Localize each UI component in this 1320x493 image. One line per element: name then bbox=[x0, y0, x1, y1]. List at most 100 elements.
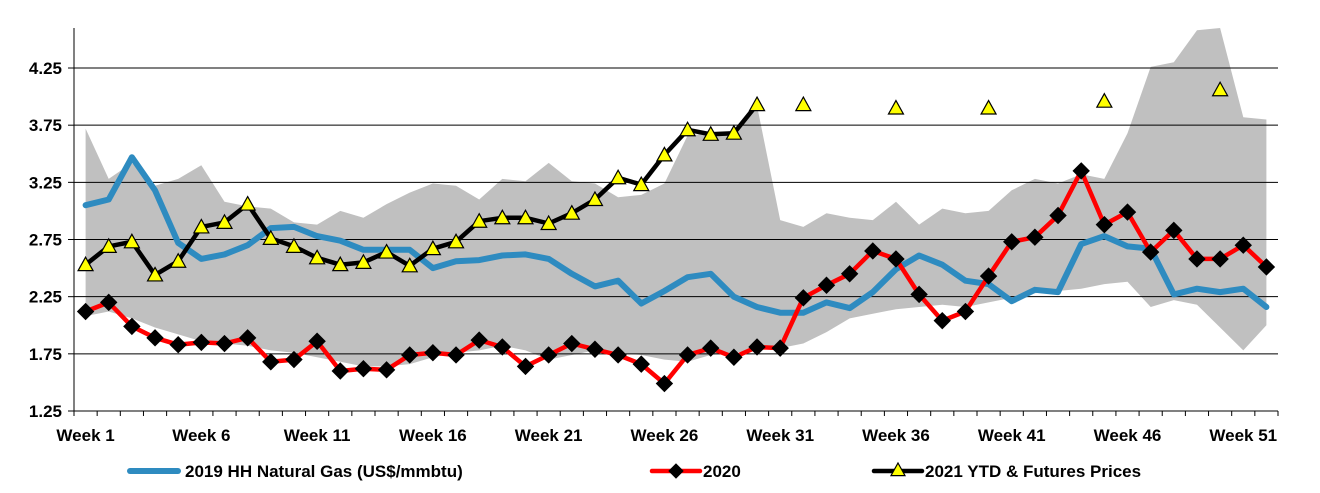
data-point bbox=[956, 302, 975, 321]
data-point bbox=[748, 338, 766, 356]
data-point bbox=[887, 250, 905, 268]
data-point bbox=[285, 237, 303, 253]
data-point bbox=[586, 190, 604, 207]
data-point bbox=[609, 169, 627, 185]
y-tick-label: 2.75 bbox=[29, 231, 62, 250]
data-point bbox=[794, 289, 813, 307]
legend-label: 2019 HH Natural Gas (US$/mmbtu) bbox=[185, 462, 463, 481]
data-point bbox=[980, 99, 998, 115]
y-tick-label: 1.75 bbox=[29, 345, 62, 364]
data-point bbox=[308, 332, 326, 350]
data-point bbox=[123, 317, 141, 336]
data-point bbox=[516, 209, 535, 225]
data-point bbox=[702, 125, 720, 141]
data-point bbox=[424, 239, 442, 256]
data-point bbox=[655, 374, 674, 393]
data-point bbox=[1118, 203, 1137, 221]
data-point bbox=[1049, 206, 1067, 225]
x-tick-label: Week 26 bbox=[631, 426, 699, 445]
data-point bbox=[1211, 81, 1229, 97]
data-point bbox=[516, 357, 535, 376]
data-point bbox=[702, 339, 720, 357]
data-point bbox=[77, 255, 95, 272]
data-point bbox=[1141, 243, 1160, 261]
series-3 bbox=[77, 81, 1229, 282]
data-point bbox=[725, 124, 743, 140]
x-tick-label: Week 6 bbox=[172, 426, 230, 445]
data-point bbox=[401, 346, 419, 364]
data-point bbox=[632, 355, 650, 373]
data-point bbox=[262, 353, 280, 371]
series-layer bbox=[76, 81, 1276, 393]
range-band-layer bbox=[85, 28, 1267, 367]
x-tick-label: Week 11 bbox=[284, 426, 351, 445]
data-point bbox=[308, 249, 326, 265]
data-point bbox=[215, 334, 234, 353]
x-tick-label: Week 46 bbox=[1094, 426, 1162, 445]
data-point bbox=[378, 243, 396, 259]
data-point bbox=[493, 209, 511, 225]
data-point bbox=[146, 329, 164, 347]
data-point bbox=[586, 340, 604, 358]
data-point bbox=[655, 146, 673, 162]
data-point bbox=[771, 339, 789, 357]
data-point bbox=[725, 348, 743, 366]
data-point bbox=[285, 350, 303, 369]
data-point bbox=[354, 359, 373, 378]
data-point bbox=[401, 257, 419, 273]
data-point bbox=[239, 195, 257, 211]
data-point bbox=[470, 331, 488, 349]
data-point bbox=[632, 175, 650, 192]
data-point bbox=[1095, 215, 1114, 234]
data-point bbox=[933, 311, 951, 330]
legend-label: 2020 bbox=[703, 462, 741, 481]
data-point bbox=[1234, 236, 1252, 254]
series-1 bbox=[82, 154, 1270, 316]
legend-entry-3: 2021 YTD & Futures Prices bbox=[871, 461, 1141, 481]
legend-marker bbox=[889, 461, 907, 477]
data-point bbox=[539, 346, 558, 364]
legend: 2019 HH Natural Gas (US$/mmbtu) 2020 2021 … bbox=[127, 461, 1141, 481]
legend-entry-1: 2019 HH Natural Gas (US$/mmbtu) bbox=[127, 462, 463, 481]
data-point bbox=[354, 253, 372, 269]
data-point bbox=[817, 276, 836, 294]
x-tick-label: Week 21 bbox=[515, 426, 583, 445]
data-point bbox=[864, 242, 882, 260]
data-point bbox=[169, 252, 187, 268]
data-point bbox=[1026, 228, 1044, 246]
data-point bbox=[76, 302, 95, 321]
data-point bbox=[748, 95, 766, 112]
y-tick-label: 1.25 bbox=[29, 402, 62, 421]
x-tick-label: Week 1 bbox=[56, 426, 114, 445]
data-point bbox=[447, 233, 465, 249]
data-point bbox=[470, 212, 488, 228]
data-point bbox=[100, 293, 118, 312]
data-point bbox=[1257, 258, 1276, 276]
series-2 bbox=[76, 162, 1276, 393]
data-point bbox=[678, 346, 697, 364]
data-point bbox=[1003, 233, 1021, 251]
range-band bbox=[85, 28, 1267, 367]
data-point bbox=[192, 333, 211, 352]
data-point bbox=[192, 218, 210, 234]
data-point bbox=[1072, 162, 1090, 180]
data-point bbox=[169, 335, 187, 354]
data-point bbox=[493, 338, 512, 356]
data-point bbox=[679, 121, 697, 137]
data-point bbox=[377, 361, 396, 379]
data-point bbox=[447, 346, 465, 364]
legend-label: 2021 YTD & Futures Prices bbox=[925, 462, 1141, 481]
data-point bbox=[262, 229, 280, 245]
y-tick-label: 2.25 bbox=[29, 288, 62, 307]
x-tick-label: Week 31 bbox=[746, 426, 814, 445]
data-point bbox=[794, 95, 812, 112]
data-point bbox=[424, 343, 442, 362]
data-point bbox=[123, 233, 141, 249]
y-tick-label: 3.75 bbox=[29, 116, 62, 135]
data-point bbox=[979, 267, 998, 285]
axes: 1.25 1.75 2.25 2.75 3.25 3.75 4.25 Week 1 Week 6… bbox=[29, 28, 1279, 445]
x-tick-label: Week 36 bbox=[862, 426, 930, 445]
data-point bbox=[840, 265, 859, 283]
data-point bbox=[563, 334, 581, 353]
